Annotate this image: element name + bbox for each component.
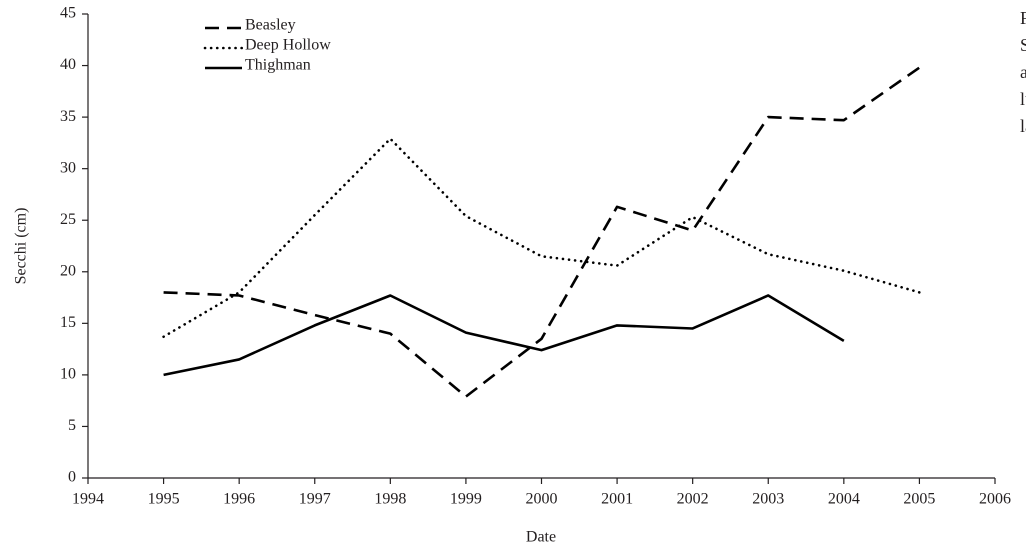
x-tick-label: 2003 [752, 491, 784, 508]
y-tick-label: 35 [60, 108, 76, 125]
x-tick-label: 1995 [148, 491, 180, 508]
y-tick-label: 15 [60, 314, 76, 331]
legend-label: Beasley [245, 17, 296, 34]
y-tick-label: 20 [60, 262, 76, 279]
x-tick-label: 1994 [72, 491, 104, 508]
x-tick-label: 1999 [450, 491, 482, 508]
y-tick-label: 5 [68, 417, 76, 434]
annotation: Fig [1020, 8, 1026, 28]
x-tick-label: 1997 [299, 491, 331, 508]
x-tick-label: 2001 [601, 491, 633, 508]
annotation: Sec [1020, 35, 1026, 55]
legend-label: Thighman [245, 57, 311, 74]
x-axis-label: Date [526, 529, 556, 546]
y-tick-label: 0 [68, 469, 76, 486]
y-tick-label: 30 [60, 159, 76, 176]
series-line [163, 66, 921, 398]
annotation: lua [1020, 89, 1026, 109]
legend-label: Deep Hollow [245, 37, 331, 54]
x-tick-label: 1996 [223, 491, 255, 508]
x-tick-label: 2005 [903, 491, 935, 508]
y-tick-label: 25 [60, 211, 76, 228]
x-tick-label: 2004 [828, 491, 860, 508]
x-tick-label: 1998 [374, 491, 406, 508]
series-line [162, 137, 921, 339]
y-tick-label: 45 [60, 5, 76, 22]
x-tick-label: 2006 [979, 491, 1011, 508]
annotation: age [1020, 62, 1026, 82]
y-tick-label: 10 [60, 366, 76, 383]
y-axis-label: Secchi (cm) [13, 208, 30, 285]
x-tick-label: 2002 [677, 491, 709, 508]
x-tick-label: 2000 [526, 491, 558, 508]
y-tick-label: 40 [60, 56, 76, 73]
series-line [163, 294, 845, 377]
annotation: lak [1020, 116, 1026, 136]
